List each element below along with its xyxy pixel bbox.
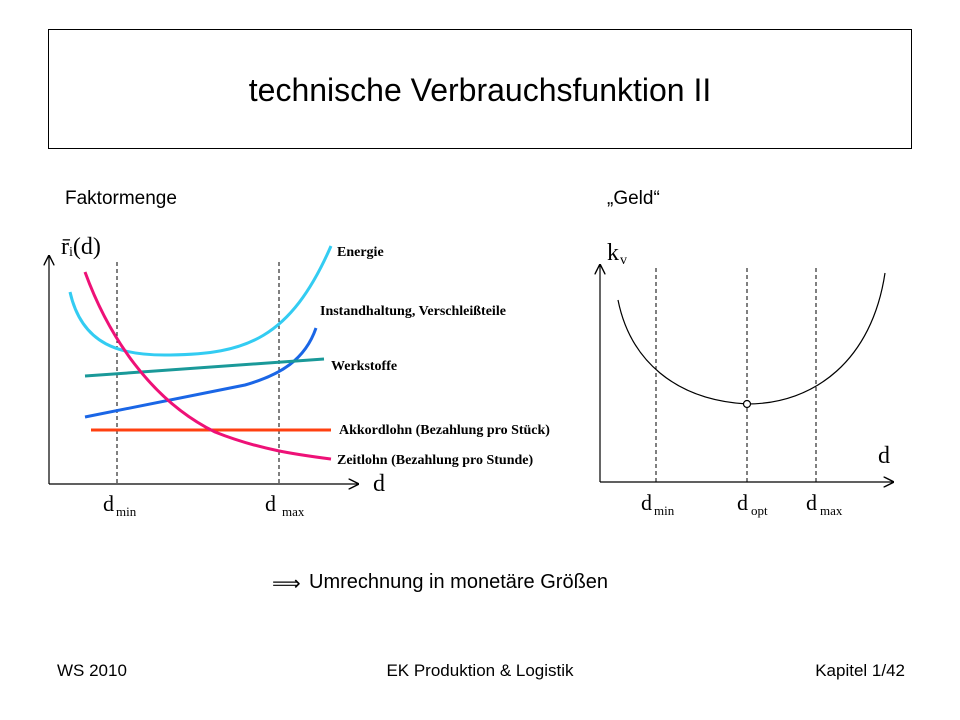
curve-zeitlohn bbox=[83, 271, 332, 461]
right-chart-heading: „Geld“ bbox=[607, 188, 660, 209]
label-werkstoffe: Werkstoffe bbox=[331, 359, 397, 374]
right-y-label: k bbox=[607, 240, 619, 266]
left-chart: r̄ᵢ(d) d d min d max Energie Instandhalt… bbox=[49, 234, 550, 519]
optimum-point bbox=[742, 399, 752, 409]
implies-symbol: ⟹ bbox=[272, 573, 301, 595]
r-dmax-d: d bbox=[806, 490, 817, 515]
curve-werkstoffe bbox=[84, 357, 325, 378]
cost-curve-kv bbox=[617, 272, 886, 405]
footer-right: Kapitel 1/42 bbox=[815, 661, 905, 680]
r-dmin-d: d bbox=[641, 490, 652, 515]
dmax-d: d bbox=[265, 491, 276, 516]
left-y-label: r̄ᵢ(d) bbox=[61, 234, 101, 260]
slide-title: technische Verbrauchsfunktion II bbox=[248, 72, 712, 108]
curve-instandhaltung bbox=[84, 327, 318, 419]
conclusion-text: Umrechnung in monetäre Größen bbox=[309, 571, 609, 593]
title-box bbox=[48, 29, 912, 149]
footer-center: EK Produktion & Logistik bbox=[386, 661, 574, 680]
dopt-sub: opt bbox=[751, 503, 768, 518]
left-x-label: d bbox=[373, 471, 385, 497]
right-y-label-sub: v bbox=[620, 253, 627, 268]
r-dmax-sub: max bbox=[820, 503, 843, 518]
curve-energie bbox=[68, 245, 333, 357]
label-energie: Energie bbox=[337, 245, 384, 260]
left-chart-heading: Faktormenge bbox=[65, 188, 177, 209]
right-x-label: d bbox=[878, 443, 890, 469]
dopt-d: d bbox=[737, 490, 748, 515]
label-zeitlohn: Zeitlohn (Bezahlung pro Stunde) bbox=[337, 453, 534, 468]
dmax-sub: max bbox=[282, 504, 305, 519]
footer-left: WS 2010 bbox=[57, 661, 127, 680]
right-chart: k v d d min d opt d max bbox=[600, 240, 893, 518]
label-akkordlohn: Akkordlohn (Bezahlung pro Stück) bbox=[339, 423, 550, 438]
dmin-d: d bbox=[103, 491, 114, 516]
dmin-sub: min bbox=[116, 504, 137, 519]
r-dmin-sub: min bbox=[654, 503, 675, 518]
label-instandhaltung: Instandhaltung, Verschleißteile bbox=[320, 304, 506, 319]
